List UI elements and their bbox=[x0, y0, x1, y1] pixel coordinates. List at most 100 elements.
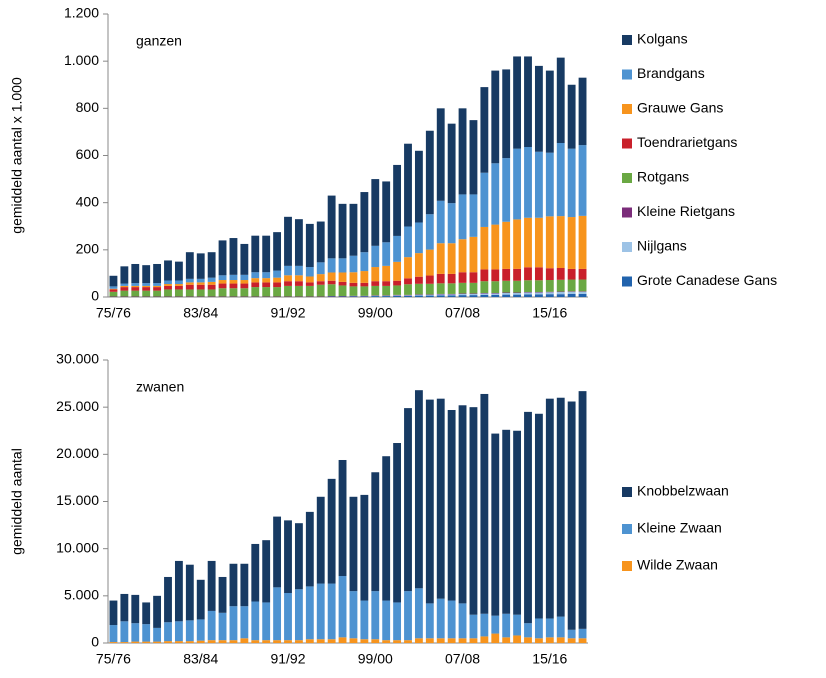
bar-segment bbox=[578, 279, 587, 292]
bar-segment bbox=[480, 293, 489, 295]
bar-segment bbox=[578, 77, 587, 146]
bar-segment bbox=[338, 576, 347, 638]
bar-segment bbox=[109, 288, 118, 290]
bar-segment bbox=[262, 540, 271, 603]
bar-segment bbox=[578, 145, 587, 216]
bar-segment bbox=[120, 290, 129, 297]
bar-segment bbox=[207, 252, 216, 278]
bar-segment bbox=[404, 257, 412, 279]
bar-segment bbox=[502, 294, 511, 297]
bar-segment bbox=[513, 148, 522, 220]
bar-segment bbox=[142, 283, 151, 286]
bar-segment bbox=[425, 294, 434, 296]
x-tick-label: 99/00 bbox=[358, 651, 393, 667]
bar-segment bbox=[414, 150, 423, 223]
bar-segment bbox=[316, 639, 325, 643]
bar-segment bbox=[382, 456, 391, 601]
bar-segment bbox=[120, 642, 129, 643]
bar-segment bbox=[393, 235, 402, 262]
bar-segment bbox=[480, 87, 489, 173]
bar-segment bbox=[196, 282, 205, 285]
bar-segment bbox=[120, 287, 129, 291]
bar-segment bbox=[142, 290, 151, 297]
x-tick-label: 75/76 bbox=[96, 305, 131, 321]
bar-segment bbox=[491, 224, 500, 270]
bar-segment bbox=[578, 291, 587, 294]
bar-segment bbox=[534, 294, 543, 297]
y-axis-label: gemiddeld aantal x 1.000 bbox=[9, 77, 25, 234]
bar-segment bbox=[284, 640, 292, 643]
bar-segment bbox=[229, 283, 238, 289]
bar-segment bbox=[273, 587, 282, 641]
bar-segment bbox=[578, 638, 587, 643]
bar-segment bbox=[567, 217, 576, 269]
bar-segment bbox=[262, 287, 271, 297]
x-tick-label: 83/84 bbox=[183, 651, 218, 667]
bar-segment bbox=[338, 459, 347, 577]
bar-segment bbox=[556, 57, 565, 144]
bar-segment bbox=[360, 271, 369, 283]
bar-segment bbox=[164, 260, 172, 281]
bar-segment bbox=[458, 405, 467, 604]
bar-segment bbox=[305, 282, 314, 286]
bar-segment bbox=[284, 520, 292, 594]
bar-segment bbox=[360, 286, 369, 296]
bar-segment bbox=[196, 579, 205, 620]
y-tick-label: 1.000 bbox=[64, 52, 99, 68]
legend-label: Grauwe Gans bbox=[637, 100, 723, 116]
bar-segment bbox=[513, 280, 522, 293]
bar-segment bbox=[142, 287, 151, 291]
legend-swatch bbox=[622, 173, 632, 183]
bar-segment bbox=[284, 265, 292, 276]
y-tick-label: 600 bbox=[76, 146, 100, 162]
bar-segment bbox=[229, 288, 238, 297]
legend-swatch bbox=[622, 242, 632, 252]
bar-segment bbox=[142, 285, 151, 288]
bar-segment bbox=[469, 638, 478, 643]
bar-segment bbox=[393, 640, 402, 643]
bar-segment bbox=[404, 143, 412, 227]
bar-segment bbox=[142, 641, 151, 643]
bar-segment bbox=[480, 269, 489, 282]
bar-segment bbox=[109, 291, 118, 297]
bar-segment bbox=[414, 276, 423, 284]
x-tick-label: 99/00 bbox=[358, 305, 393, 321]
bar-segment bbox=[273, 640, 282, 643]
bar-segment bbox=[414, 638, 423, 643]
bar-segment bbox=[414, 283, 423, 295]
bar-segment bbox=[480, 613, 489, 637]
bar-segment bbox=[393, 261, 402, 281]
bar-segment bbox=[262, 278, 271, 283]
bar-segment bbox=[404, 591, 412, 641]
bar-segment bbox=[153, 290, 162, 297]
bar-segment bbox=[218, 240, 227, 276]
bar-segment bbox=[578, 268, 587, 280]
bar-segment bbox=[425, 295, 434, 297]
bar-segment bbox=[240, 288, 249, 297]
bar-segment bbox=[349, 638, 358, 643]
bar-segment bbox=[371, 296, 380, 297]
bar-segment bbox=[305, 276, 314, 283]
bar-segment bbox=[185, 620, 194, 642]
bar-segment bbox=[371, 245, 380, 268]
bar-segment bbox=[491, 70, 500, 164]
bar-segment bbox=[294, 219, 303, 266]
bar-segment bbox=[480, 294, 489, 297]
bar-segment bbox=[414, 222, 423, 254]
bar-segment bbox=[327, 258, 336, 273]
bar-segment bbox=[240, 283, 249, 289]
bar-segment bbox=[251, 287, 260, 297]
bar-segment bbox=[185, 641, 194, 643]
bar-segment bbox=[524, 294, 532, 297]
bar-segment bbox=[436, 108, 445, 201]
bar-segment bbox=[556, 292, 565, 295]
bar-segment bbox=[273, 282, 282, 288]
bar-segment bbox=[164, 576, 172, 623]
bar-segment bbox=[414, 588, 423, 639]
bar-segment bbox=[480, 172, 489, 227]
bar-segment bbox=[545, 152, 554, 217]
bar-segment bbox=[458, 295, 467, 297]
y-tick-label: 20.000 bbox=[56, 445, 99, 461]
bar-segment bbox=[491, 615, 500, 634]
